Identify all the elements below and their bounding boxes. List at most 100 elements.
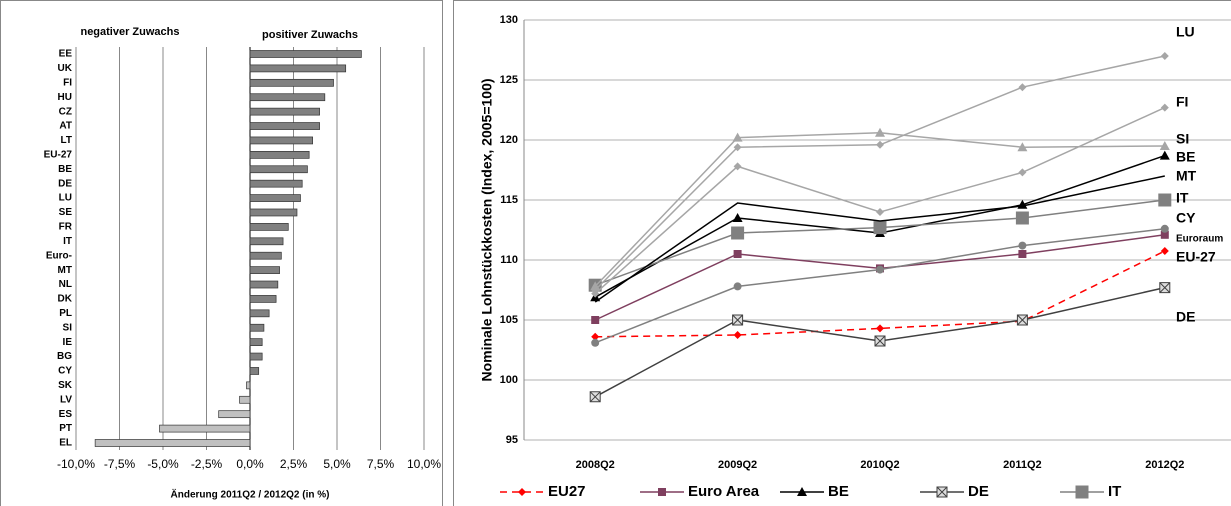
marker (733, 331, 742, 339)
marker (733, 143, 742, 152)
category-label: HU (58, 92, 72, 103)
bar (249, 280, 279, 289)
category-label: SE (59, 207, 73, 218)
category-label: SI (63, 322, 73, 333)
category-label: EU-27 (44, 149, 73, 160)
marker (732, 132, 743, 142)
end-label: CY (1176, 210, 1196, 226)
bar (249, 50, 362, 58)
legend-label: Euro Area (688, 483, 760, 500)
marker (1160, 103, 1169, 112)
category-label: CY (58, 366, 72, 377)
y-tick-label: 120 (500, 134, 518, 146)
series (594, 175, 1165, 303)
end-label: LU (1176, 24, 1195, 40)
series (591, 224, 1169, 347)
end-label: BE (1176, 149, 1195, 165)
header-left: negativer Zuwachs (80, 26, 179, 38)
marker (876, 140, 884, 149)
bar (249, 295, 277, 303)
marker (1017, 142, 1028, 152)
category-label: CZ (59, 106, 72, 117)
marker (1160, 52, 1169, 60)
category-label: EE (59, 49, 73, 60)
bar (249, 237, 284, 246)
line (594, 55, 1165, 291)
x-tick-label: -10,0% (57, 457, 95, 471)
marker (591, 316, 600, 324)
marker (1018, 168, 1027, 177)
end-label: SI (1176, 131, 1189, 147)
bar (249, 208, 298, 217)
category-label: FI (63, 77, 72, 88)
bar (249, 223, 289, 231)
marker (591, 289, 600, 298)
category-label: DK (58, 294, 73, 305)
y-axis-label: Nominale Lohnstückkosten (Index, 2005=10… (479, 78, 495, 381)
category-label: UK (58, 63, 73, 74)
bar (246, 381, 251, 390)
marker (1160, 247, 1169, 255)
legend-marker (936, 486, 948, 498)
category-label: Euro- (46, 250, 72, 261)
marker (733, 162, 742, 171)
bar (249, 266, 280, 274)
marker (1160, 230, 1169, 239)
x-axis-label: Änderung 2011Q2 / 2012Q2 (in %) (171, 488, 330, 501)
bar (249, 194, 301, 202)
legend-marker (1075, 485, 1089, 499)
marker (731, 226, 745, 240)
end-label: FI (1176, 94, 1188, 110)
category-label: NL (59, 279, 72, 290)
y-tick-label: 110 (500, 254, 518, 266)
x-tick-label: -5,0% (147, 457, 179, 471)
legend-marker (658, 488, 666, 496)
legend-marker (518, 488, 526, 496)
marker (1016, 314, 1028, 326)
category-label: PT (59, 423, 72, 434)
y-tick-label: 100 (500, 374, 518, 386)
marker (1018, 241, 1027, 250)
legend-label: BE (828, 483, 849, 500)
marker (591, 338, 600, 347)
x-tick-label: 10,0% (407, 457, 441, 471)
category-label: SK (58, 380, 73, 391)
bar (249, 309, 270, 318)
legend-label: IT (1108, 483, 1121, 500)
y-tick-label: 125 (500, 74, 518, 86)
left-panel (0, 0, 443, 506)
bar (249, 367, 260, 375)
end-label: Euroraum (1176, 234, 1223, 245)
marker (733, 282, 742, 291)
bar (249, 165, 308, 174)
category-label: LT (61, 135, 72, 146)
category-label: IT (63, 236, 72, 247)
category-label: PL (59, 308, 72, 319)
marker (876, 208, 884, 216)
marker (876, 324, 884, 333)
marker (590, 281, 601, 291)
bar (218, 410, 251, 419)
x-tick-label: 2009Q2 (718, 459, 757, 471)
legend-label: DE (968, 483, 989, 500)
end-label: MT (1176, 168, 1197, 184)
legend-marker (797, 487, 807, 496)
category-label: MT (58, 265, 72, 276)
x-tick-label: 2008Q2 (576, 459, 615, 471)
bar (249, 323, 265, 332)
x-tick-label: 2011Q2 (1003, 459, 1042, 471)
x-tick-label: -2,5% (191, 457, 223, 471)
end-label: IT (1176, 190, 1189, 206)
marker (873, 221, 887, 235)
bar (249, 151, 310, 159)
line (594, 175, 1165, 303)
bar (249, 352, 263, 361)
category-label: BE (58, 164, 72, 175)
bar (249, 107, 320, 116)
bar (249, 338, 263, 346)
x-tick-label: 2,5% (280, 457, 308, 471)
marker (1015, 211, 1029, 225)
marker (1159, 141, 1170, 150)
legend-label: CY (548, 505, 569, 506)
